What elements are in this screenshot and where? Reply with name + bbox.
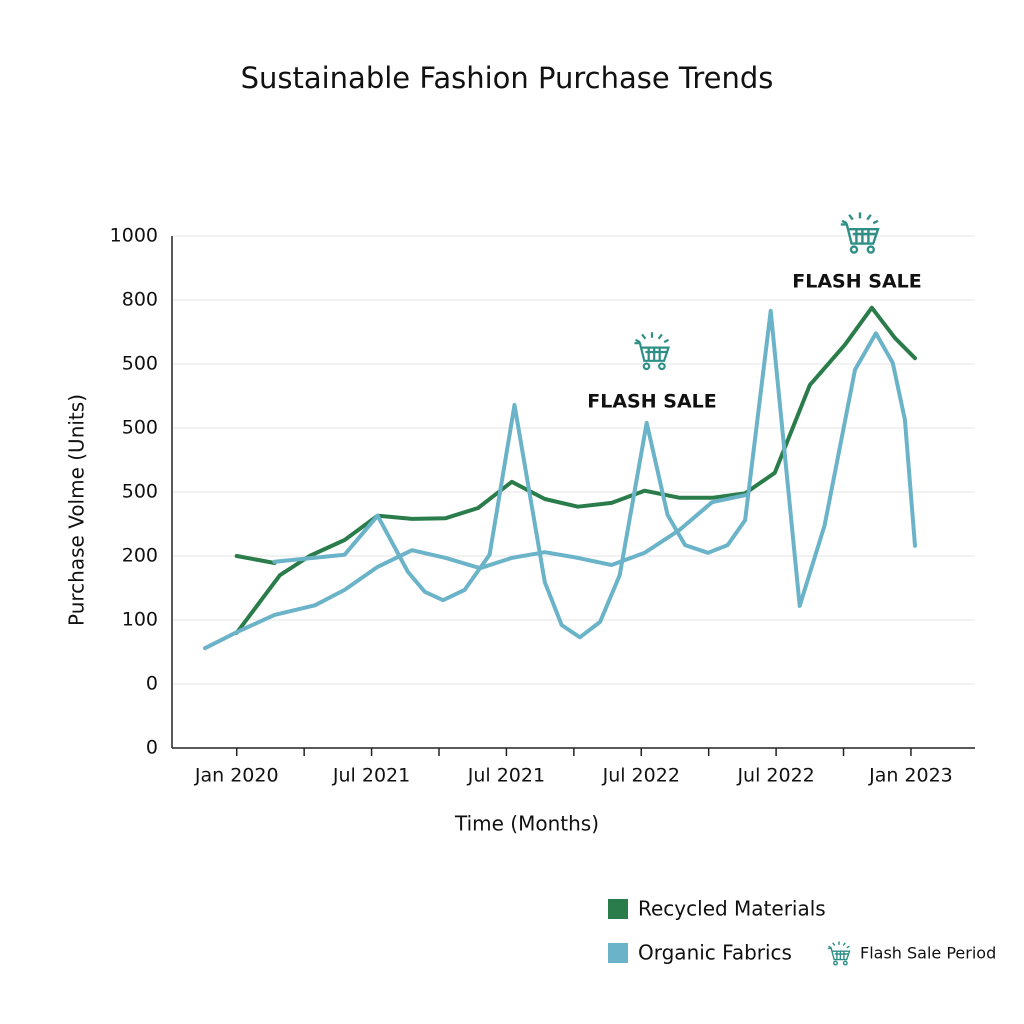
y-tick-label: 0	[146, 737, 158, 759]
flash-sale-icon	[839, 211, 880, 254]
annotation: FLASH SALE	[792, 271, 921, 293]
legend-icon	[827, 940, 851, 966]
annotation: FLASH SALE	[587, 391, 716, 413]
y-tick-label: 800	[122, 289, 158, 311]
x-tick-label: Jul 2021	[332, 765, 410, 787]
y-axis-label: Purchase Volme (Units)	[65, 394, 89, 626]
series	[203, 305, 917, 651]
grid	[172, 235, 975, 749]
x-tick-label: Jul 2022	[602, 765, 680, 787]
series-line	[203, 308, 917, 651]
x-tick-label: Jan 2020	[194, 765, 279, 787]
series-line	[234, 305, 917, 635]
y-tick-label: 0	[146, 673, 158, 695]
y-tick-label: 100	[122, 609, 158, 631]
legend-swatch	[608, 943, 628, 963]
x-tick-label: Jul 2021	[467, 765, 545, 787]
legend-label: Recycled Materials	[638, 897, 826, 921]
y-tick-label: 200	[122, 545, 158, 567]
x-axis-label: Time (Months)	[454, 812, 599, 836]
legend-swatch	[608, 899, 628, 919]
x-tick-label: Jul 2022	[736, 765, 814, 787]
y-tick-label: 1000	[110, 225, 158, 247]
x-tick-label: Jan 2023	[868, 765, 953, 787]
y-tick-label: 500	[122, 417, 158, 439]
y-tick-label: 500	[122, 481, 158, 503]
legend-label: Flash Sale Period	[860, 944, 996, 963]
chart-title: Sustainable Fashion Purchase Trends	[241, 61, 774, 95]
legend-label: Organic Fabrics	[638, 941, 792, 965]
y-tick-label: 500	[122, 353, 158, 375]
